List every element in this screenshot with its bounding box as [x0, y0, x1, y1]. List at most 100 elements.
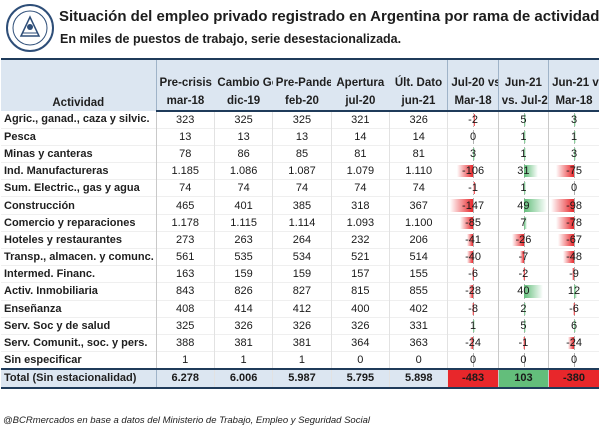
- positive-data-bar: [574, 285, 577, 298]
- value-cell: 363: [389, 334, 449, 352]
- diff-cell: -24: [548, 334, 599, 352]
- diff-value: -7: [518, 251, 529, 264]
- value-cell: 326: [214, 317, 274, 335]
- value-cell: 6.278: [156, 367, 215, 389]
- positive-data-bar: [523, 147, 526, 161]
- value-cell: 402: [389, 300, 449, 318]
- diff-column-date: Mar-18: [447, 92, 499, 112]
- bolsa-de-comercio-seal-icon: [6, 4, 54, 52]
- diff-value: -6: [569, 302, 579, 315]
- activity-label: Serv. Comunit., soc. y pers.: [1, 334, 157, 352]
- value-cell: 323: [156, 111, 215, 129]
- diff-cell: -41: [447, 231, 499, 249]
- diff-cell: 1: [447, 317, 499, 335]
- value-cell: 232: [331, 231, 391, 249]
- diff-value: -98: [566, 199, 582, 212]
- negative-data-bar: [523, 336, 526, 350]
- table-row: Activ. Inmobiliaria 843 826 827 815 855 -28 40 1…: [1, 282, 599, 301]
- value-cell: 273: [156, 231, 215, 249]
- positive-data-bar: [523, 319, 527, 332]
- diff-value: -9: [569, 268, 579, 281]
- positive-data-bar: [523, 130, 526, 143]
- value-cell: 1: [272, 351, 332, 369]
- negative-data-bar: [558, 233, 575, 246]
- diff-value: 12: [567, 285, 581, 298]
- activity-label: Construcción: [1, 196, 157, 215]
- value-cell: 206: [389, 231, 449, 249]
- value-cell: 74: [214, 179, 274, 197]
- diff-cell: -7: [497, 248, 549, 266]
- zero-axis-line: [574, 232, 576, 247]
- column-date: mar-18: [156, 92, 215, 112]
- value-cell: 521: [331, 248, 391, 266]
- activity-header: Actividad: [1, 58, 157, 111]
- diff-value: 3: [570, 113, 578, 126]
- positive-data-bar: [523, 302, 526, 315]
- negative-data-bar: [551, 199, 575, 212]
- activity-label: Intermed. Financ.: [1, 265, 157, 283]
- value-cell: 1.093: [331, 214, 391, 232]
- negative-data-bar: [572, 302, 575, 315]
- diff-value: -26: [515, 233, 532, 246]
- positive-data-bar: [523, 199, 547, 212]
- value-cell: 74: [331, 179, 391, 197]
- value-cell: 325: [272, 111, 332, 129]
- negative-data-bar: [472, 302, 475, 315]
- positive-data-bar: [574, 114, 577, 126]
- diff-column-header: Jun-21 vs: [548, 58, 599, 92]
- negative-data-bar: [466, 233, 474, 246]
- diff-value: 7: [520, 216, 527, 229]
- value-cell: 5.898: [389, 367, 449, 389]
- negative-data-bar: [472, 268, 475, 281]
- activity-label: Minas y canteras: [1, 145, 157, 163]
- zero-axis-line: [473, 232, 475, 247]
- negative-data-bar: [473, 182, 476, 195]
- value-cell: 826: [214, 282, 274, 301]
- diff-cell: 0: [447, 351, 499, 369]
- value-cell: 81: [389, 145, 449, 163]
- diff-value: 31: [517, 165, 530, 178]
- diff-value: 5: [520, 319, 527, 332]
- zero-axis-line: [523, 232, 525, 247]
- diff-value: -28: [465, 285, 482, 298]
- diff-value: 5: [520, 113, 527, 126]
- value-cell: 1.185: [156, 162, 215, 180]
- value-cell: 74: [272, 179, 332, 197]
- diff-cell: -28: [447, 282, 499, 301]
- zero-axis-line: [574, 335, 576, 351]
- value-cell: 13: [214, 128, 274, 146]
- value-cell: 326: [272, 317, 332, 335]
- diff-cell: 6: [548, 317, 599, 335]
- positive-data-bar: [473, 319, 476, 332]
- diff-cell: -2: [497, 265, 549, 283]
- zero-axis-line: [473, 215, 475, 230]
- table-row: Serv. Comunit., soc. y pers. 388 381 381 364…: [1, 334, 599, 352]
- zero-axis-line: [473, 284, 475, 299]
- table-row: Comercio y reparaciones 1.178 1.115 1.114 1.…: [1, 214, 599, 232]
- diff-value: 0: [570, 182, 578, 195]
- activity-label: Pesca: [1, 128, 157, 146]
- page-title: Situación del empleo privado registrado …: [59, 8, 600, 25]
- column-date: jun-21: [389, 92, 448, 112]
- value-cell: 400: [331, 300, 391, 318]
- value-cell: 263: [214, 231, 274, 249]
- value-cell: 408: [156, 300, 215, 318]
- value-cell: 535: [214, 248, 274, 266]
- table-row: Serv. Soc y de salud 325 326 326 326 331 1 5 6: [1, 317, 599, 335]
- diff-value: -41: [465, 233, 482, 246]
- value-cell: 326: [389, 111, 449, 129]
- value-cell: 414: [214, 300, 274, 318]
- diff-cell: -24: [447, 334, 499, 352]
- diff-value: 0: [570, 353, 578, 366]
- value-cell: 13: [272, 128, 332, 146]
- diff-cell: -2: [447, 111, 499, 129]
- diff-column-date: Mar-18: [548, 92, 599, 112]
- value-cell: 264: [272, 231, 332, 249]
- diff-value: -67: [566, 233, 582, 246]
- negative-data-bar: [456, 165, 474, 178]
- activity-label: Transp., almacen. y comunc.: [1, 248, 157, 266]
- value-cell: 318: [331, 196, 391, 215]
- value-cell: 155: [389, 265, 449, 283]
- diff-cell: 2: [497, 300, 549, 318]
- activity-label: Comercio y reparaciones: [1, 214, 157, 232]
